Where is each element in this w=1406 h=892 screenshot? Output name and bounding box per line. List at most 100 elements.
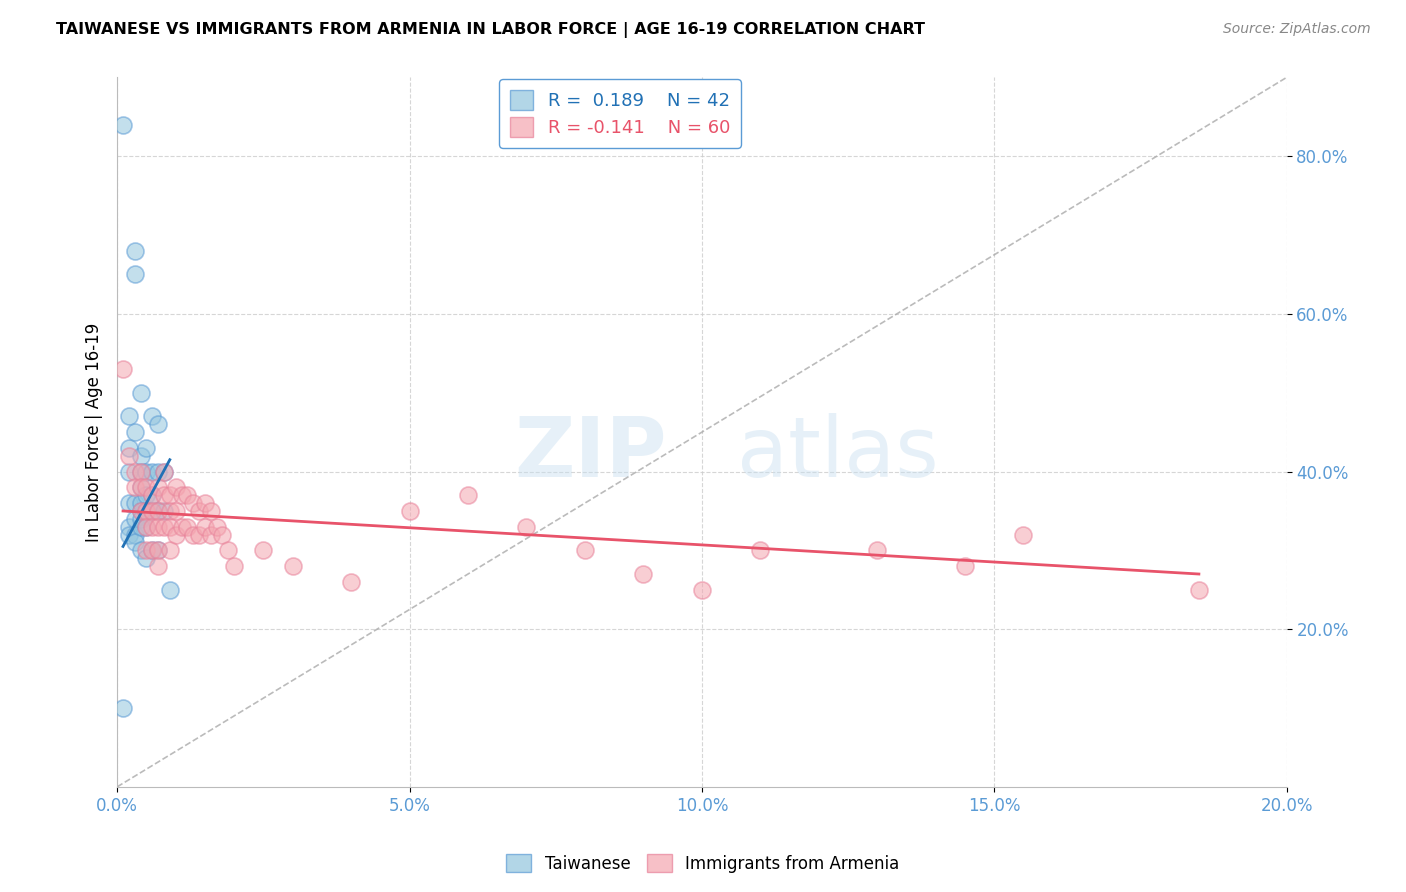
Point xyxy=(1188,582,1211,597)
Point xyxy=(153,504,176,518)
Point xyxy=(574,543,596,558)
Point xyxy=(135,543,157,558)
Point xyxy=(118,465,141,479)
Point xyxy=(124,480,146,494)
Point xyxy=(129,480,152,494)
Point xyxy=(194,496,217,510)
Point xyxy=(124,512,146,526)
Point xyxy=(153,488,176,502)
Point xyxy=(124,244,146,258)
Point xyxy=(159,582,181,597)
Point xyxy=(129,480,152,494)
Point xyxy=(112,701,135,715)
Point xyxy=(159,488,181,502)
Point xyxy=(141,488,163,502)
Point xyxy=(146,480,169,494)
Point xyxy=(515,519,537,533)
Legend: R =  0.189    N = 42, R = -0.141    N = 60: R = 0.189 N = 42, R = -0.141 N = 60 xyxy=(499,79,741,148)
Point xyxy=(146,543,169,558)
Point xyxy=(188,527,211,541)
Point xyxy=(141,465,163,479)
Point xyxy=(118,441,141,455)
Point xyxy=(135,551,157,566)
Point xyxy=(146,504,169,518)
Point xyxy=(141,504,163,518)
Point xyxy=(141,504,163,518)
Point xyxy=(129,519,152,533)
Point xyxy=(141,409,163,424)
Point xyxy=(146,504,169,518)
Point xyxy=(217,543,239,558)
Point xyxy=(953,559,976,574)
Point xyxy=(170,488,193,502)
Point xyxy=(135,504,157,518)
Point xyxy=(141,543,163,558)
Point xyxy=(129,496,152,510)
Point xyxy=(124,527,146,541)
Point xyxy=(749,543,772,558)
Point xyxy=(118,496,141,510)
Point xyxy=(135,519,157,533)
Point xyxy=(200,527,222,541)
Point xyxy=(224,559,246,574)
Point xyxy=(135,441,157,455)
Point xyxy=(176,488,198,502)
Point xyxy=(135,504,157,518)
Text: TAIWANESE VS IMMIGRANTS FROM ARMENIA IN LABOR FORCE | AGE 16-19 CORRELATION CHAR: TAIWANESE VS IMMIGRANTS FROM ARMENIA IN … xyxy=(56,22,925,38)
Point xyxy=(146,465,169,479)
Point xyxy=(135,480,157,494)
Legend: Taiwanese, Immigrants from Armenia: Taiwanese, Immigrants from Armenia xyxy=(499,847,907,880)
Point xyxy=(153,465,176,479)
Point xyxy=(124,425,146,439)
Point xyxy=(1012,527,1035,541)
Point xyxy=(129,385,152,400)
Point xyxy=(124,535,146,549)
Point xyxy=(112,118,135,132)
Text: Source: ZipAtlas.com: Source: ZipAtlas.com xyxy=(1223,22,1371,37)
Point xyxy=(200,504,222,518)
Point xyxy=(165,527,187,541)
Point xyxy=(633,567,655,582)
Point xyxy=(129,504,152,518)
Point xyxy=(690,582,713,597)
Text: ZIP: ZIP xyxy=(515,413,666,494)
Point xyxy=(194,519,217,533)
Point xyxy=(153,519,176,533)
Point xyxy=(118,409,141,424)
Point xyxy=(252,543,274,558)
Point xyxy=(135,465,157,479)
Point xyxy=(129,465,152,479)
Point xyxy=(159,543,181,558)
Point xyxy=(170,519,193,533)
Point xyxy=(118,519,141,533)
Point xyxy=(398,504,420,518)
Point xyxy=(211,527,233,541)
Point xyxy=(181,496,204,510)
Y-axis label: In Labor Force | Age 16-19: In Labor Force | Age 16-19 xyxy=(86,323,103,541)
Point xyxy=(181,527,204,541)
Point xyxy=(129,449,152,463)
Point xyxy=(153,465,176,479)
Point xyxy=(118,449,141,463)
Point xyxy=(124,268,146,282)
Point xyxy=(141,543,163,558)
Point xyxy=(129,504,152,518)
Point xyxy=(129,543,152,558)
Point xyxy=(146,559,169,574)
Point xyxy=(124,465,146,479)
Point xyxy=(159,504,181,518)
Point xyxy=(159,519,181,533)
Point xyxy=(141,488,163,502)
Point xyxy=(205,519,228,533)
Point xyxy=(165,504,187,518)
Point xyxy=(141,519,163,533)
Point xyxy=(135,488,157,502)
Point xyxy=(146,417,169,432)
Point xyxy=(129,512,152,526)
Point xyxy=(135,519,157,533)
Point xyxy=(146,543,169,558)
Point xyxy=(146,519,169,533)
Point xyxy=(188,504,211,518)
Point xyxy=(124,496,146,510)
Point xyxy=(165,480,187,494)
